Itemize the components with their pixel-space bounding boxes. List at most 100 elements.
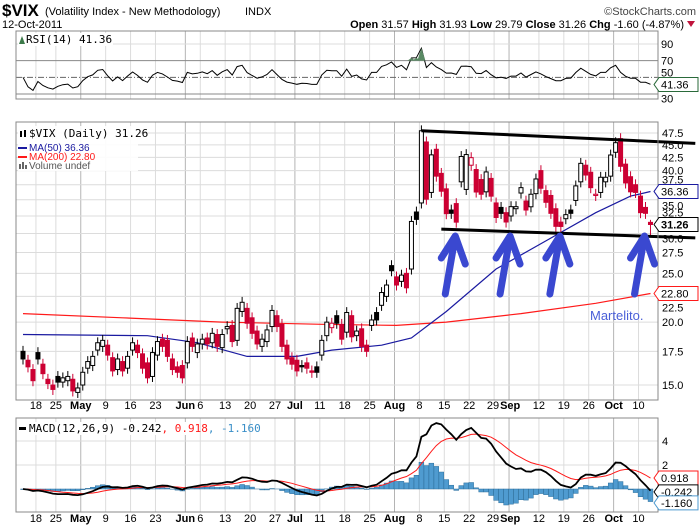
candle — [448, 204, 454, 219]
candle — [493, 197, 499, 224]
macd-histogram-bar — [279, 488, 285, 491]
macd-histogram-bar — [259, 488, 265, 491]
candle — [219, 329, 225, 354]
close-value: 31.26 — [559, 19, 587, 31]
candle — [239, 296, 245, 318]
macd-histogram-bar — [423, 465, 430, 490]
candle — [413, 206, 419, 225]
candle-body — [319, 339, 325, 356]
price-tick-label: 20.0 — [662, 317, 683, 329]
candle-body — [588, 171, 594, 189]
macd-border — [15, 417, 659, 513]
candle-body — [493, 202, 499, 218]
arrow-shaft — [496, 238, 513, 298]
candle — [269, 305, 275, 333]
macd-signal-box-text: 0.918 — [661, 473, 689, 485]
candle — [189, 332, 195, 352]
candle — [503, 207, 509, 228]
candle-body — [279, 323, 285, 347]
candle — [105, 339, 111, 361]
rsi-tick-label: 30 — [661, 94, 673, 106]
candle-body — [403, 272, 409, 289]
date-label: 8 — [416, 400, 422, 412]
candle-body — [20, 350, 26, 360]
candle — [90, 350, 96, 372]
candle-body — [120, 361, 126, 372]
macd-histogram-bar — [368, 487, 375, 490]
candle-body — [164, 339, 170, 357]
candle-body — [344, 312, 350, 333]
arrow-head — [627, 232, 659, 268]
candle — [179, 360, 185, 384]
blue-arrow-icon — [542, 232, 574, 298]
candle-body — [528, 193, 534, 208]
date-label: 23 — [149, 400, 161, 412]
ma200-value-box-text: 22.80 — [661, 288, 689, 300]
trendline-resistance — [421, 129, 696, 145]
candle-body — [199, 338, 205, 345]
candle-body — [179, 365, 185, 379]
date-label: 18 — [30, 513, 42, 525]
macd-histogram-bar — [488, 488, 494, 496]
macd-histogram-bar — [164, 487, 171, 490]
date-label: 6 — [197, 400, 203, 412]
candle-body — [369, 319, 375, 326]
price-panel: 15.0 17.5 20.0 22.5 25.0 27.5 30.0 32.535.0 37.5… — [15, 121, 699, 401]
down-triangle-icon — [687, 21, 695, 27]
candle-body — [55, 375, 61, 383]
candle-body — [249, 317, 255, 334]
macd-histogram-bar — [448, 484, 454, 490]
date-label: 12 — [533, 513, 545, 525]
candle — [95, 337, 101, 356]
copyright[interactable]: ©StockCharts.com — [604, 6, 696, 18]
low-value: 29.79 — [495, 19, 523, 31]
date-label: 29 — [487, 400, 499, 412]
macd-histogram-bar — [438, 471, 444, 490]
candle — [588, 166, 594, 194]
macd-signal-line — [22, 433, 651, 495]
candle — [408, 216, 414, 275]
macd-histogram-bar — [593, 487, 599, 490]
candle-body — [488, 177, 494, 197]
macd-histogram-bar — [607, 482, 614, 490]
macd-histogram-bar — [204, 487, 210, 490]
rsi-icon — [19, 36, 25, 44]
candle-body — [438, 172, 444, 192]
candle — [513, 201, 519, 215]
price-tick-label: 22.5 — [662, 302, 683, 314]
price-tick-label: 35.0 — [662, 200, 683, 212]
macd-histogram-bar — [264, 488, 270, 491]
candle — [354, 325, 360, 342]
candle-body — [583, 164, 589, 176]
macd-histogram-bar — [493, 488, 499, 501]
candle-body — [408, 220, 414, 270]
candle-body — [647, 221, 653, 226]
macd-histogram-bar — [154, 487, 161, 490]
candle-body — [573, 185, 579, 201]
candle — [85, 356, 91, 374]
macd-histogram-bar — [523, 488, 529, 501]
macd-histogram-bar — [244, 485, 250, 490]
candle — [608, 149, 614, 182]
date-label: Jul — [287, 400, 303, 412]
candle-body — [398, 274, 404, 282]
candle — [329, 317, 335, 334]
candle — [319, 334, 325, 361]
chart-date: 12-Oct-2011 — [2, 19, 62, 31]
candle — [289, 352, 295, 370]
candle-body — [174, 366, 180, 373]
candle — [379, 287, 385, 311]
macd-histogram-bar — [508, 488, 514, 505]
candle-body — [239, 301, 245, 312]
candle-body — [110, 357, 116, 372]
ma200-legend: MA(200) 22.80 — [29, 152, 96, 163]
open-label: Open — [350, 19, 378, 31]
candle-body — [359, 328, 365, 347]
candle-body — [145, 362, 150, 379]
candle — [553, 203, 559, 232]
candle — [364, 339, 370, 357]
candle — [508, 201, 514, 222]
candle-body — [463, 154, 469, 190]
macd-histogram-bar — [533, 488, 539, 495]
candle-body — [623, 163, 629, 184]
